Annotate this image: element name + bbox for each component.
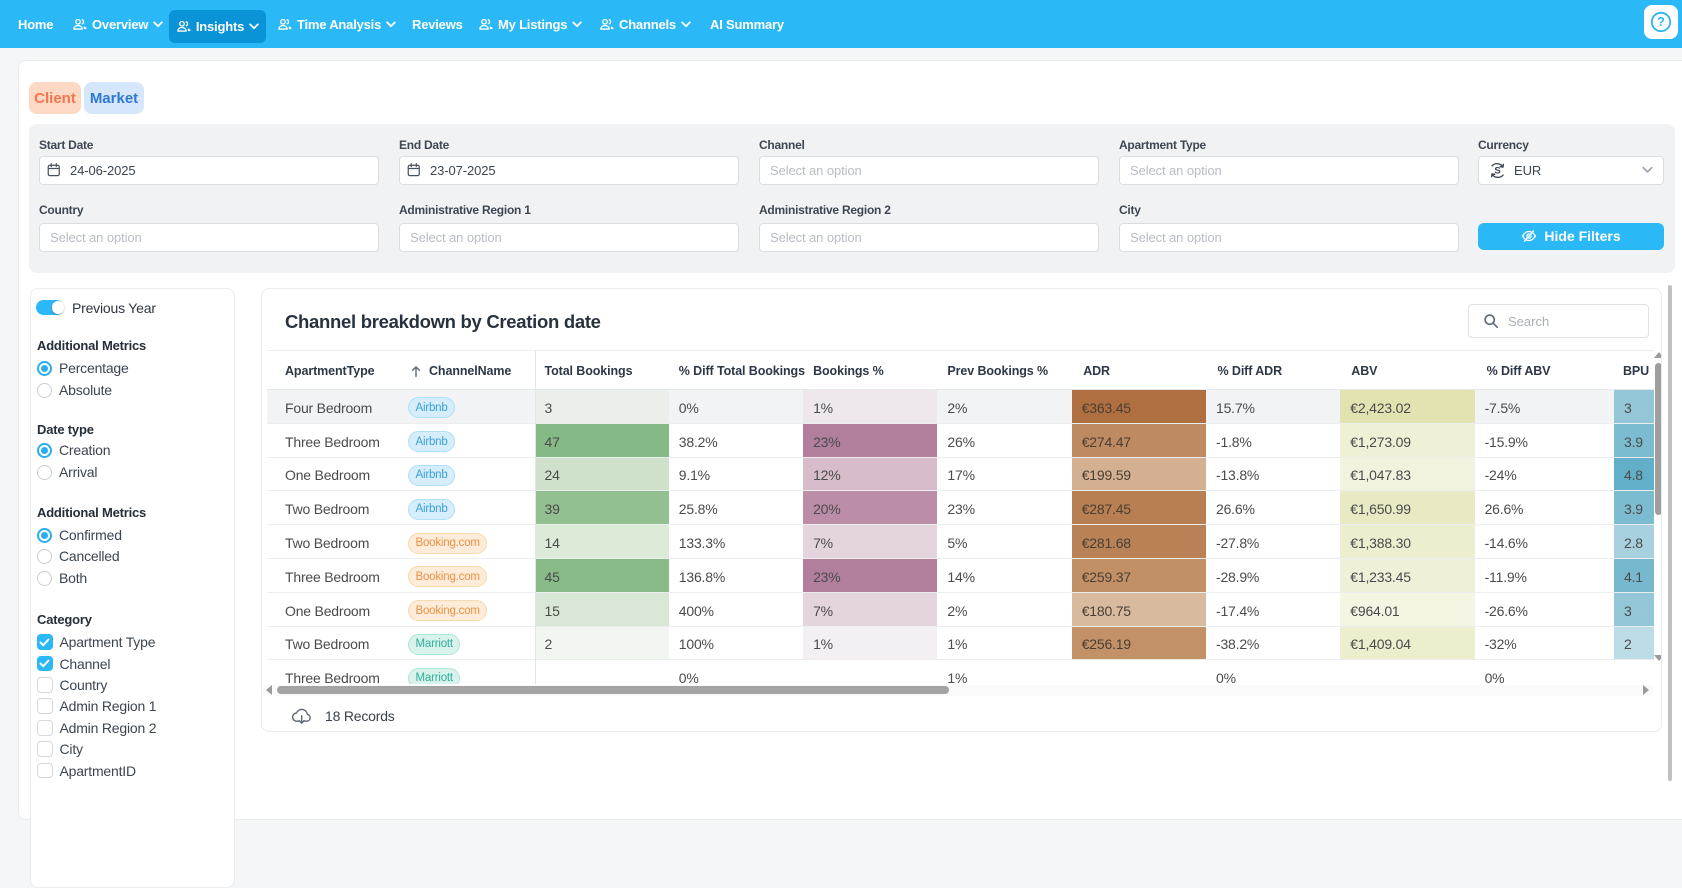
svg-text:?: ? bbox=[1657, 15, 1665, 29]
svg-text:S: S bbox=[1494, 165, 1500, 176]
